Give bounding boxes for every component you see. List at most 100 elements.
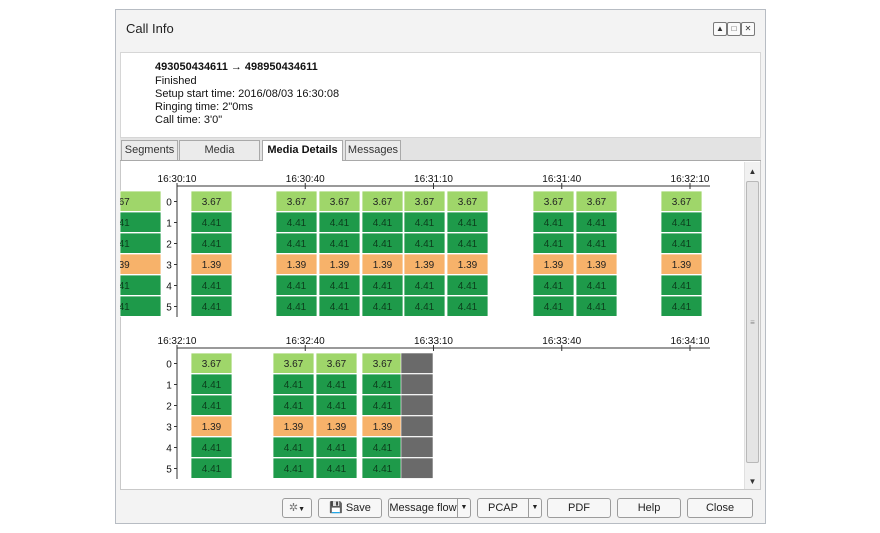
row-label: 1 — [166, 381, 172, 392]
no-data-cell — [400, 436, 434, 458]
pdf-button[interactable]: PDF — [547, 498, 611, 518]
mos-value: 4.41 — [284, 380, 304, 391]
mos-value: 3.67 — [327, 359, 347, 370]
mos-value: 4.41 — [373, 281, 393, 292]
tab-media-summary[interactable]: Media Summary — [179, 140, 260, 175]
row-label: 4 — [166, 444, 172, 455]
message-flow-dropdown[interactable]: ▼ — [457, 498, 471, 518]
time-tick-label: 16:33:40 — [542, 336, 581, 347]
mos-cell — [315, 373, 358, 395]
mos-value: 4.41 — [373, 218, 393, 229]
tab-segments[interactable]: Segments — [121, 140, 178, 160]
mos-cell — [532, 253, 575, 275]
call-numbers: 493050434611 → 498950434611 — [155, 61, 318, 73]
mos-value: 1.39 — [287, 260, 307, 271]
pcap-button[interactable]: PCAP — [477, 498, 529, 518]
mos-value: 3.67 — [120, 197, 130, 208]
mos-cell — [318, 232, 361, 254]
pcap-dropdown[interactable]: ▼ — [528, 498, 542, 518]
mos-cell — [575, 211, 618, 233]
message-flow-button[interactable]: Message flow — [388, 498, 458, 518]
mos-value: 4.41 — [458, 281, 478, 292]
mos-cell — [190, 352, 233, 374]
mos-value: 4.41 — [415, 302, 435, 313]
settings-dropdown-button[interactable]: ✲▼ — [282, 498, 312, 518]
mos-cell — [446, 211, 489, 233]
time-tick-label: 16:33:10 — [414, 336, 453, 347]
mos-value: 4.41 — [415, 218, 435, 229]
mos-cell — [190, 394, 233, 416]
scroll-thumb[interactable]: ≡ — [746, 181, 759, 463]
gear-icon: ✲ — [288, 502, 299, 514]
save-button[interactable]: 💾 Save — [318, 498, 382, 518]
mos-cell — [575, 253, 618, 275]
mos-value: 4.41 — [327, 464, 347, 475]
close-button[interactable]: Close — [687, 498, 753, 518]
mos-value: 4.41 — [587, 302, 607, 313]
maximize-button[interactable]: □ — [727, 22, 741, 36]
mos-cell — [361, 211, 404, 233]
mos-value: 4.41 — [587, 239, 607, 250]
mos-value: 1.39 — [202, 422, 222, 433]
mos-value: 4.41 — [330, 302, 350, 313]
mos-value: 1.39 — [284, 422, 304, 433]
row-label: 5 — [166, 465, 172, 476]
tab-media-details[interactable]: Media Details — [262, 140, 343, 162]
mos-cell — [575, 274, 618, 296]
no-data-cell — [400, 394, 434, 416]
mos-value: 4.41 — [330, 239, 350, 250]
mos-value: 4.41 — [330, 281, 350, 292]
mos-cell — [315, 394, 358, 416]
mos-value: 4.41 — [202, 401, 222, 412]
mos-cell — [318, 253, 361, 275]
mos-cell — [403, 274, 446, 296]
mos-cell — [275, 211, 318, 233]
mos-value: 1.39 — [458, 260, 478, 271]
tab-messages[interactable]: Messages — [345, 140, 401, 160]
collapse-button[interactable]: ▲ — [713, 22, 727, 36]
scroll-up-icon[interactable]: ▲ — [748, 167, 757, 176]
mos-value: 1.39 — [120, 260, 130, 271]
mos-cell — [275, 274, 318, 296]
mos-value: 3.67 — [373, 359, 393, 370]
mos-cell — [275, 190, 318, 212]
mos-value: 4.41 — [284, 443, 304, 454]
save-label: Save — [345, 502, 371, 514]
mos-cell — [275, 253, 318, 275]
mos-value: 4.41 — [458, 239, 478, 250]
mos-cell — [532, 274, 575, 296]
mos-cell — [272, 394, 315, 416]
time-tick-label: 16:34:10 — [671, 336, 710, 347]
mos-cell — [446, 295, 489, 317]
mos-value: 4.41 — [120, 281, 130, 292]
row-label: 5 — [166, 303, 172, 314]
mos-value: 4.41 — [672, 302, 692, 313]
mos-cell — [446, 274, 489, 296]
mos-cell — [315, 352, 358, 374]
mos-value: 4.41 — [373, 302, 393, 313]
close-window-button[interactable]: ✕ — [741, 22, 755, 36]
ringing-time: Ringing time: 2"0ms — [155, 101, 254, 113]
row-label: 3 — [166, 423, 172, 434]
mos-cell — [318, 295, 361, 317]
mos-value: 4.41 — [202, 443, 222, 454]
mos-value: 4.41 — [458, 302, 478, 313]
mos-value: 4.41 — [287, 239, 307, 250]
mos-value: 4.41 — [120, 218, 130, 229]
mos-value: 4.41 — [287, 218, 307, 229]
mos-cell — [275, 232, 318, 254]
mos-value: 3.67 — [202, 197, 222, 208]
mos-cell — [190, 373, 233, 395]
mos-cell — [403, 211, 446, 233]
mos-value: 3.67 — [330, 197, 350, 208]
mos-cell — [275, 295, 318, 317]
call-time: Call time: 3'0" — [155, 114, 223, 126]
mos-cell — [575, 190, 618, 212]
mos-value: 4.41 — [287, 302, 307, 313]
mos-cell — [660, 274, 703, 296]
scroll-down-icon[interactable]: ▼ — [748, 477, 757, 486]
help-button[interactable]: Help — [617, 498, 681, 518]
mos-cell — [403, 253, 446, 275]
mos-cell — [190, 190, 233, 212]
mos-cell — [120, 274, 162, 296]
